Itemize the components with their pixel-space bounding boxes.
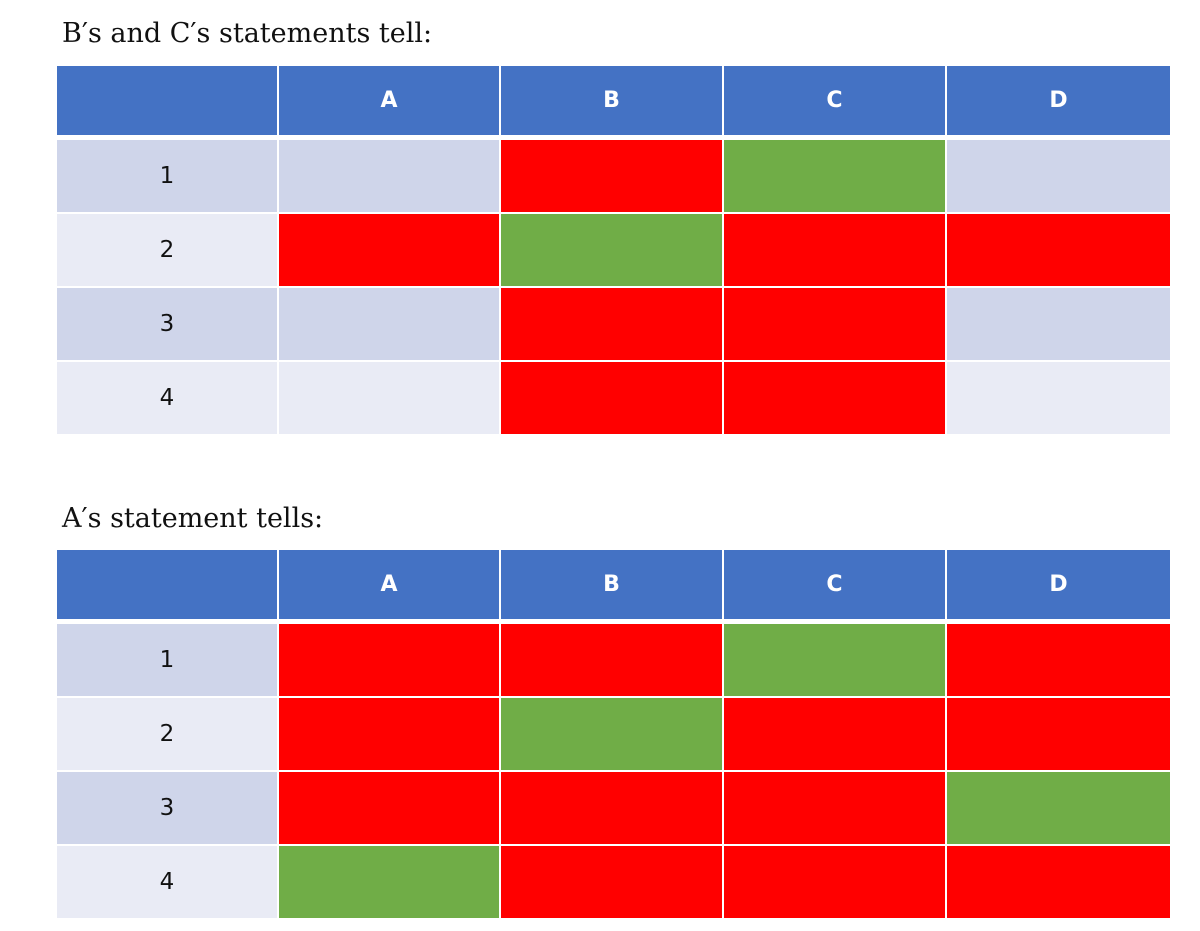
grid-cell [279, 140, 499, 212]
grid-cell-red [724, 846, 945, 918]
column-header: C [724, 550, 945, 619]
row-label: 4 [57, 362, 277, 434]
grid-cell [279, 362, 499, 434]
header-corner-cell [57, 550, 277, 619]
grid-cell-red [724, 698, 945, 770]
column-header: B [501, 550, 722, 619]
column-header: C [724, 66, 945, 135]
column-header: B [501, 66, 722, 135]
grid-cell-red [947, 846, 1170, 918]
grid-cell-green [947, 772, 1170, 844]
grid-cell-red [947, 698, 1170, 770]
grid-cell-red [279, 214, 499, 286]
row-label: 1 [57, 140, 277, 212]
grid-cell [947, 140, 1170, 212]
grid-cell-red [501, 362, 722, 434]
header-corner-cell [57, 66, 277, 135]
grid-cell-red [279, 624, 499, 696]
grid-cell-green [279, 846, 499, 918]
grid-cell-green [724, 140, 945, 212]
grid-cell-red [279, 698, 499, 770]
row-label: 2 [57, 698, 277, 770]
grid-table-2: A B C D 1 2 3 4 [57, 550, 1170, 918]
row-label: 1 [57, 624, 277, 696]
grid-cell-red [724, 288, 945, 360]
grid-cell-red [501, 772, 722, 844]
row-label: 4 [57, 846, 277, 918]
table-2-caption: A′s statement tells: [62, 503, 324, 534]
grid-cell-red [279, 772, 499, 844]
grid-cell-red [501, 288, 722, 360]
grid-cell-red [724, 214, 945, 286]
grid-cell [947, 288, 1170, 360]
grid-cell-red [501, 140, 722, 212]
grid-cell-red [724, 772, 945, 844]
grid-cell [947, 362, 1170, 434]
column-header: D [947, 66, 1170, 135]
grid-cell-red [501, 624, 722, 696]
grid-table-1: A B C D 1 2 3 4 [57, 66, 1170, 434]
row-label: 3 [57, 288, 277, 360]
grid-cell-green [501, 214, 722, 286]
grid-cell [279, 288, 499, 360]
grid-cell-red [947, 624, 1170, 696]
grid-cell-green [501, 698, 722, 770]
table-1-caption: B′s and C′s statements tell: [62, 18, 433, 49]
grid-cell-green [724, 624, 945, 696]
row-label: 3 [57, 772, 277, 844]
column-header: D [947, 550, 1170, 619]
column-header: A [279, 66, 499, 135]
grid-cell-red [947, 214, 1170, 286]
grid-cell-red [724, 362, 945, 434]
column-header: A [279, 550, 499, 619]
row-label: 2 [57, 214, 277, 286]
grid-cell-red [501, 846, 722, 918]
